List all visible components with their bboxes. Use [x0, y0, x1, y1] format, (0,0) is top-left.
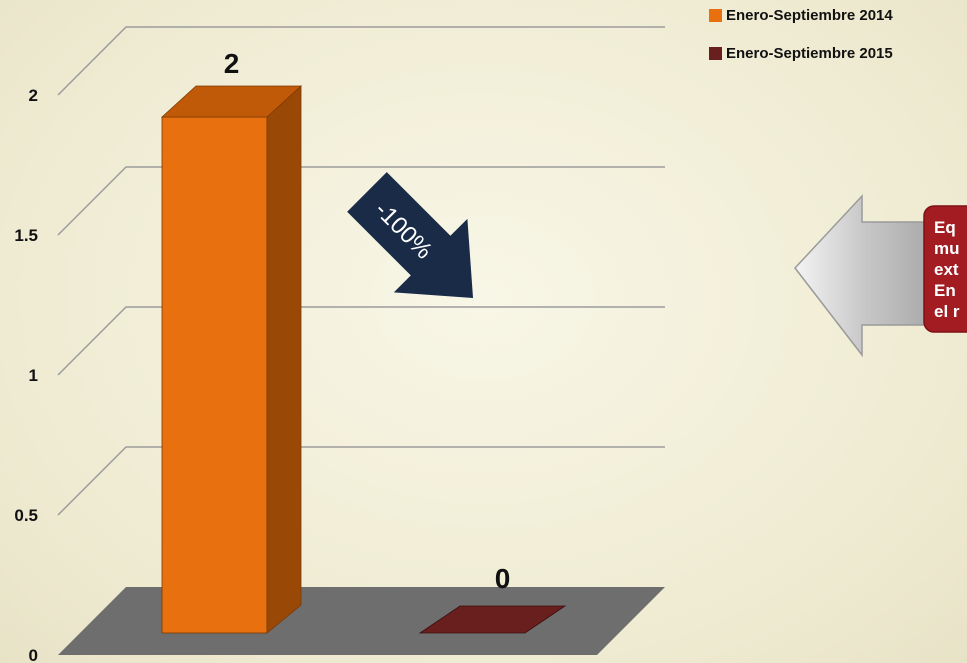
legend-item-2014: Enero-Septiembre 2014 [709, 6, 893, 24]
legend-swatch-2015 [709, 46, 722, 60]
left-arrow-shape [794, 194, 933, 358]
y-tick-label: 1.5 [14, 226, 38, 245]
gridlines [57, 26, 665, 516]
data-label: 0 [495, 563, 511, 594]
callout-line: ext [934, 260, 959, 279]
legend: Enero-Septiembre 2014 Enero-Septiembre 2… [709, 6, 893, 82]
y-tick-label: 2 [29, 86, 38, 105]
legend-swatch-2014 [709, 8, 722, 22]
gridline [57, 446, 665, 516]
legend-label-2015: Enero-Septiembre 2015 [726, 44, 893, 62]
bar-2 [418, 605, 567, 634]
y-tick-label: 0 [29, 646, 38, 663]
data-label: 2 [224, 48, 240, 79]
callout-text: Eq mu ext En el r [934, 217, 967, 322]
legend-item-2015: Enero-Septiembre 2015 [709, 44, 893, 62]
callout-box [923, 205, 967, 333]
callout-line: el r [934, 302, 960, 321]
chart-floor [58, 587, 665, 655]
legend-label-2014: Enero-Septiembre 2014 [726, 6, 893, 24]
bars [160, 85, 567, 634]
data-labels: 20 [224, 48, 511, 594]
y-tick-label: 0.5 [14, 506, 38, 525]
callout-line: En [934, 281, 956, 300]
callout-line: Eq [934, 218, 956, 237]
gridline [57, 26, 665, 96]
bar-1 [160, 85, 303, 634]
y-tick-label: 1 [29, 366, 38, 385]
callout-line: mu [934, 239, 960, 258]
y-axis-ticks: 0 0.5 1 1.5 2 [14, 86, 38, 663]
decrease-arrow: -100% [347, 172, 474, 299]
gridline [57, 166, 665, 236]
gridline [57, 306, 665, 376]
